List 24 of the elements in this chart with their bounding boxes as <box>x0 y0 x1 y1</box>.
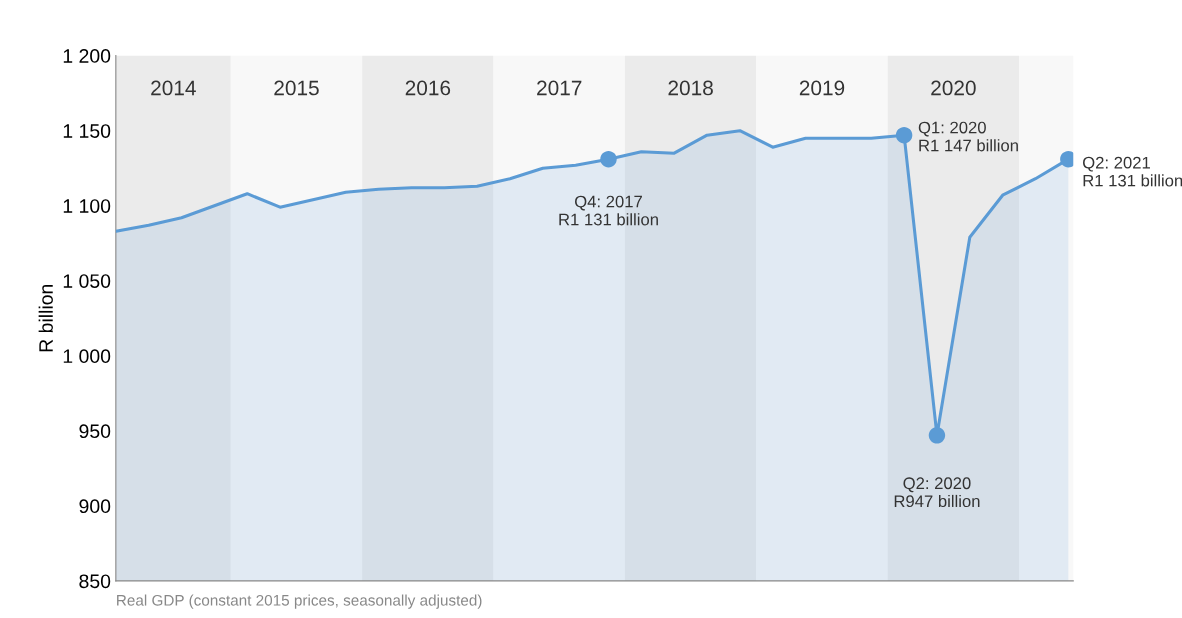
y-tick-label: 850 <box>79 574 111 589</box>
y-tick-label: 1 100 <box>63 199 111 213</box>
annotation: 2020 <box>931 80 976 96</box>
point <box>600 150 617 168</box>
point <box>928 427 946 444</box>
annotation: 2015 <box>274 80 319 96</box>
annotation: Q1: 2020 R1 147 billion <box>918 121 1018 152</box>
y-tick-label: 1 050 <box>63 274 111 288</box>
annotation: 2016 <box>405 80 451 96</box>
text: Q2: 2021 R1 131 billion <box>1083 156 1182 187</box>
y-tick-label: 1 200 <box>63 49 111 63</box>
point <box>895 126 913 144</box>
annotation: 2019 <box>799 80 845 96</box>
y-tick-label: 1 000 <box>63 349 111 364</box>
annotation: Q4: 2017 R1 131 billion <box>559 195 658 226</box>
y-tick-label: 1 150 <box>63 124 111 138</box>
text: Real GDP (constant 2015 prices, seasonally adjusted) <box>117 594 482 609</box>
annotation: 2014 <box>151 80 196 96</box>
annotation: 2018 <box>668 80 713 96</box>
y-axis-title: R billion <box>38 284 53 352</box>
annotation: Q2: 2020 R947 billion <box>894 477 980 508</box>
y-tick-label: 950 <box>79 424 111 439</box>
y-tick-label: 900 <box>79 499 111 514</box>
annotation: 2017 <box>537 80 582 96</box>
